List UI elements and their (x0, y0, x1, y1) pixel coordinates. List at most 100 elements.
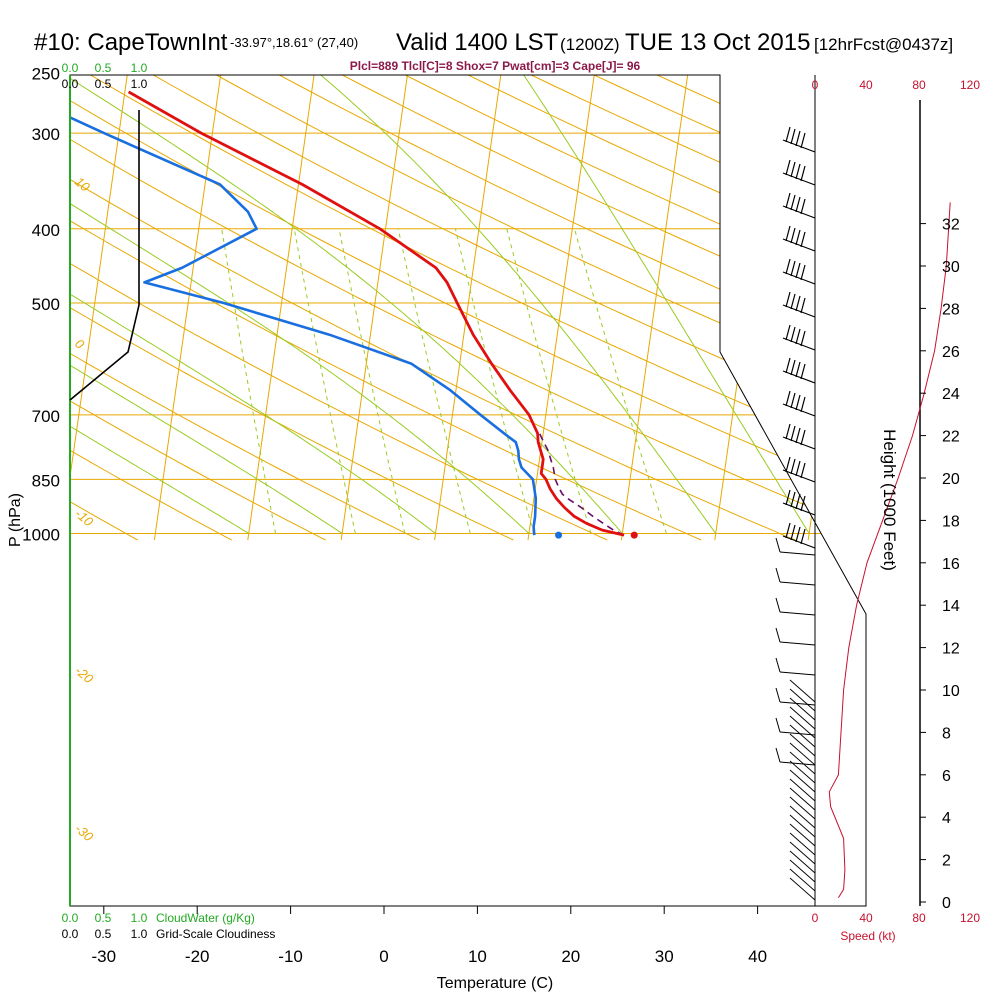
wind-barb-feather (790, 227, 796, 244)
dry-adiabat (373, 75, 866, 541)
x-tick-label: 40 (748, 947, 767, 966)
wind-barb-feather (795, 328, 801, 345)
wind-barb-feather (775, 537, 781, 553)
wind-barb (789, 697, 816, 721)
mixing-ratio-line (454, 228, 535, 534)
wind-barb-feather (795, 460, 801, 477)
dry-adiabat (497, 75, 866, 541)
dry-adiabat (808, 75, 866, 541)
wind-speed-profile (828, 202, 951, 899)
parcel-curve (538, 432, 625, 536)
dry-adiabat (70, 75, 796, 541)
pressure-tick-label: 300 (32, 125, 60, 144)
wind-barb (789, 715, 816, 739)
dry-adiabat (621, 75, 866, 541)
wind-barb-feather (800, 297, 806, 314)
wind-barb (789, 733, 816, 757)
wind-barb-feather (800, 264, 806, 281)
isotherm-label: -10 (72, 506, 97, 530)
cloud-water-label: CloudWater (g/Kg) (156, 911, 255, 925)
isotherm-line (247, 75, 317, 541)
dry-adiabat-label: 0 (718, 231, 739, 253)
wind-barb-feather (795, 493, 801, 510)
wind-barb (789, 787, 816, 811)
cloudiness-top-label: 0.5 (95, 77, 112, 91)
wind-barb-feather (785, 357, 791, 374)
cloud-water-top-label: 0.0 (62, 61, 79, 75)
isotherm-line (620, 75, 691, 541)
dry-adiabat (70, 75, 232, 541)
wind-barb-feather (800, 363, 806, 380)
wind-barb (789, 877, 816, 901)
dewpoint-curve (70, 90, 538, 536)
wind-barb-feather (790, 161, 796, 178)
mixing-ratio-label: 5 (428, 903, 436, 919)
wind-barb (789, 796, 816, 820)
wind-barb-feather (790, 392, 796, 409)
x-tick-label: -30 (92, 947, 117, 966)
dry-adiabat (311, 75, 866, 541)
wind-barb (789, 688, 816, 712)
wind-barb (789, 868, 816, 892)
wind-barb-feather (790, 458, 796, 475)
wind-barb-feather (800, 396, 806, 413)
wind-barb-feather (795, 394, 801, 411)
height-tick-label: 8 (942, 725, 951, 742)
x-tick-label: -20 (185, 947, 210, 966)
wind-barb-feather (800, 132, 806, 149)
mixing-ratio-line (506, 228, 592, 534)
mixing-ratio-label: 1 (234, 903, 242, 919)
mixing-ratio-line (293, 228, 356, 534)
wind-barb-feather (790, 491, 796, 508)
dry-adiabat (187, 75, 866, 541)
wind-barb-feather (800, 528, 806, 545)
wind-barb (779, 581, 816, 586)
wind-barb-feather (795, 427, 801, 444)
wind-barb-feather (785, 489, 791, 506)
isotherm-label: -20 (72, 663, 97, 687)
cloudiness-bottom-label: 0.0 (62, 927, 79, 941)
wind-barb (782, 238, 816, 252)
dry-adiabat (70, 75, 866, 541)
wind-barb (789, 769, 816, 793)
height-tick-label: 12 (942, 641, 960, 658)
isotherm-label: -30 (72, 821, 97, 845)
forecast-info: [12hrFcst@0437z] (814, 35, 953, 54)
wind-speed-top-label: 120 (960, 78, 980, 92)
height-tick-label: 22 (942, 429, 960, 446)
cloudiness-profile (69, 110, 140, 401)
height-tick-label: 20 (942, 471, 960, 488)
wind-barb-feather (795, 361, 801, 378)
height-tick-label: 28 (942, 301, 960, 318)
wind-speed-bottom-label: 0 (812, 911, 819, 925)
wind-barb-feather (800, 429, 806, 446)
dry-adiabat (559, 75, 866, 541)
wind-barb (789, 823, 816, 847)
height-tick-label: 24 (942, 386, 960, 403)
height-tick-label: 30 (942, 259, 960, 276)
height-tick-label: 0 (942, 895, 951, 912)
wind-barb-feather (795, 196, 801, 213)
isotherm-label: 0 (72, 336, 88, 353)
wind-barb-feather (795, 262, 801, 279)
pressure-tick-label: 250 (32, 65, 60, 84)
skewt-frame (69, 74, 867, 907)
height-tick-label: 2 (942, 853, 951, 870)
dry-adiabat (933, 59, 1000, 540)
height-axis-title: Height (1000 Feet) (880, 429, 899, 571)
isotherm-line (995, 59, 1000, 540)
wind-barb (789, 751, 816, 775)
cloud-water-bottom-label: 1.0 (131, 911, 148, 925)
wind-barb-feather (775, 567, 781, 583)
wind-barb (789, 841, 816, 865)
wind-barb (782, 370, 816, 384)
stability-indices: Plcl=889 Tlcl[C]=8 Shox=7 Pwat[cm]=3 Cap… (350, 59, 641, 73)
mixing-ratio-line (338, 228, 406, 534)
isotherm-label: 10 (72, 174, 93, 195)
wind-barb-feather (795, 130, 801, 147)
wind-barb-feather (790, 194, 796, 211)
plot-border (69, 74, 867, 907)
x-tick-label: 30 (655, 947, 674, 966)
wind-barb (782, 139, 816, 153)
